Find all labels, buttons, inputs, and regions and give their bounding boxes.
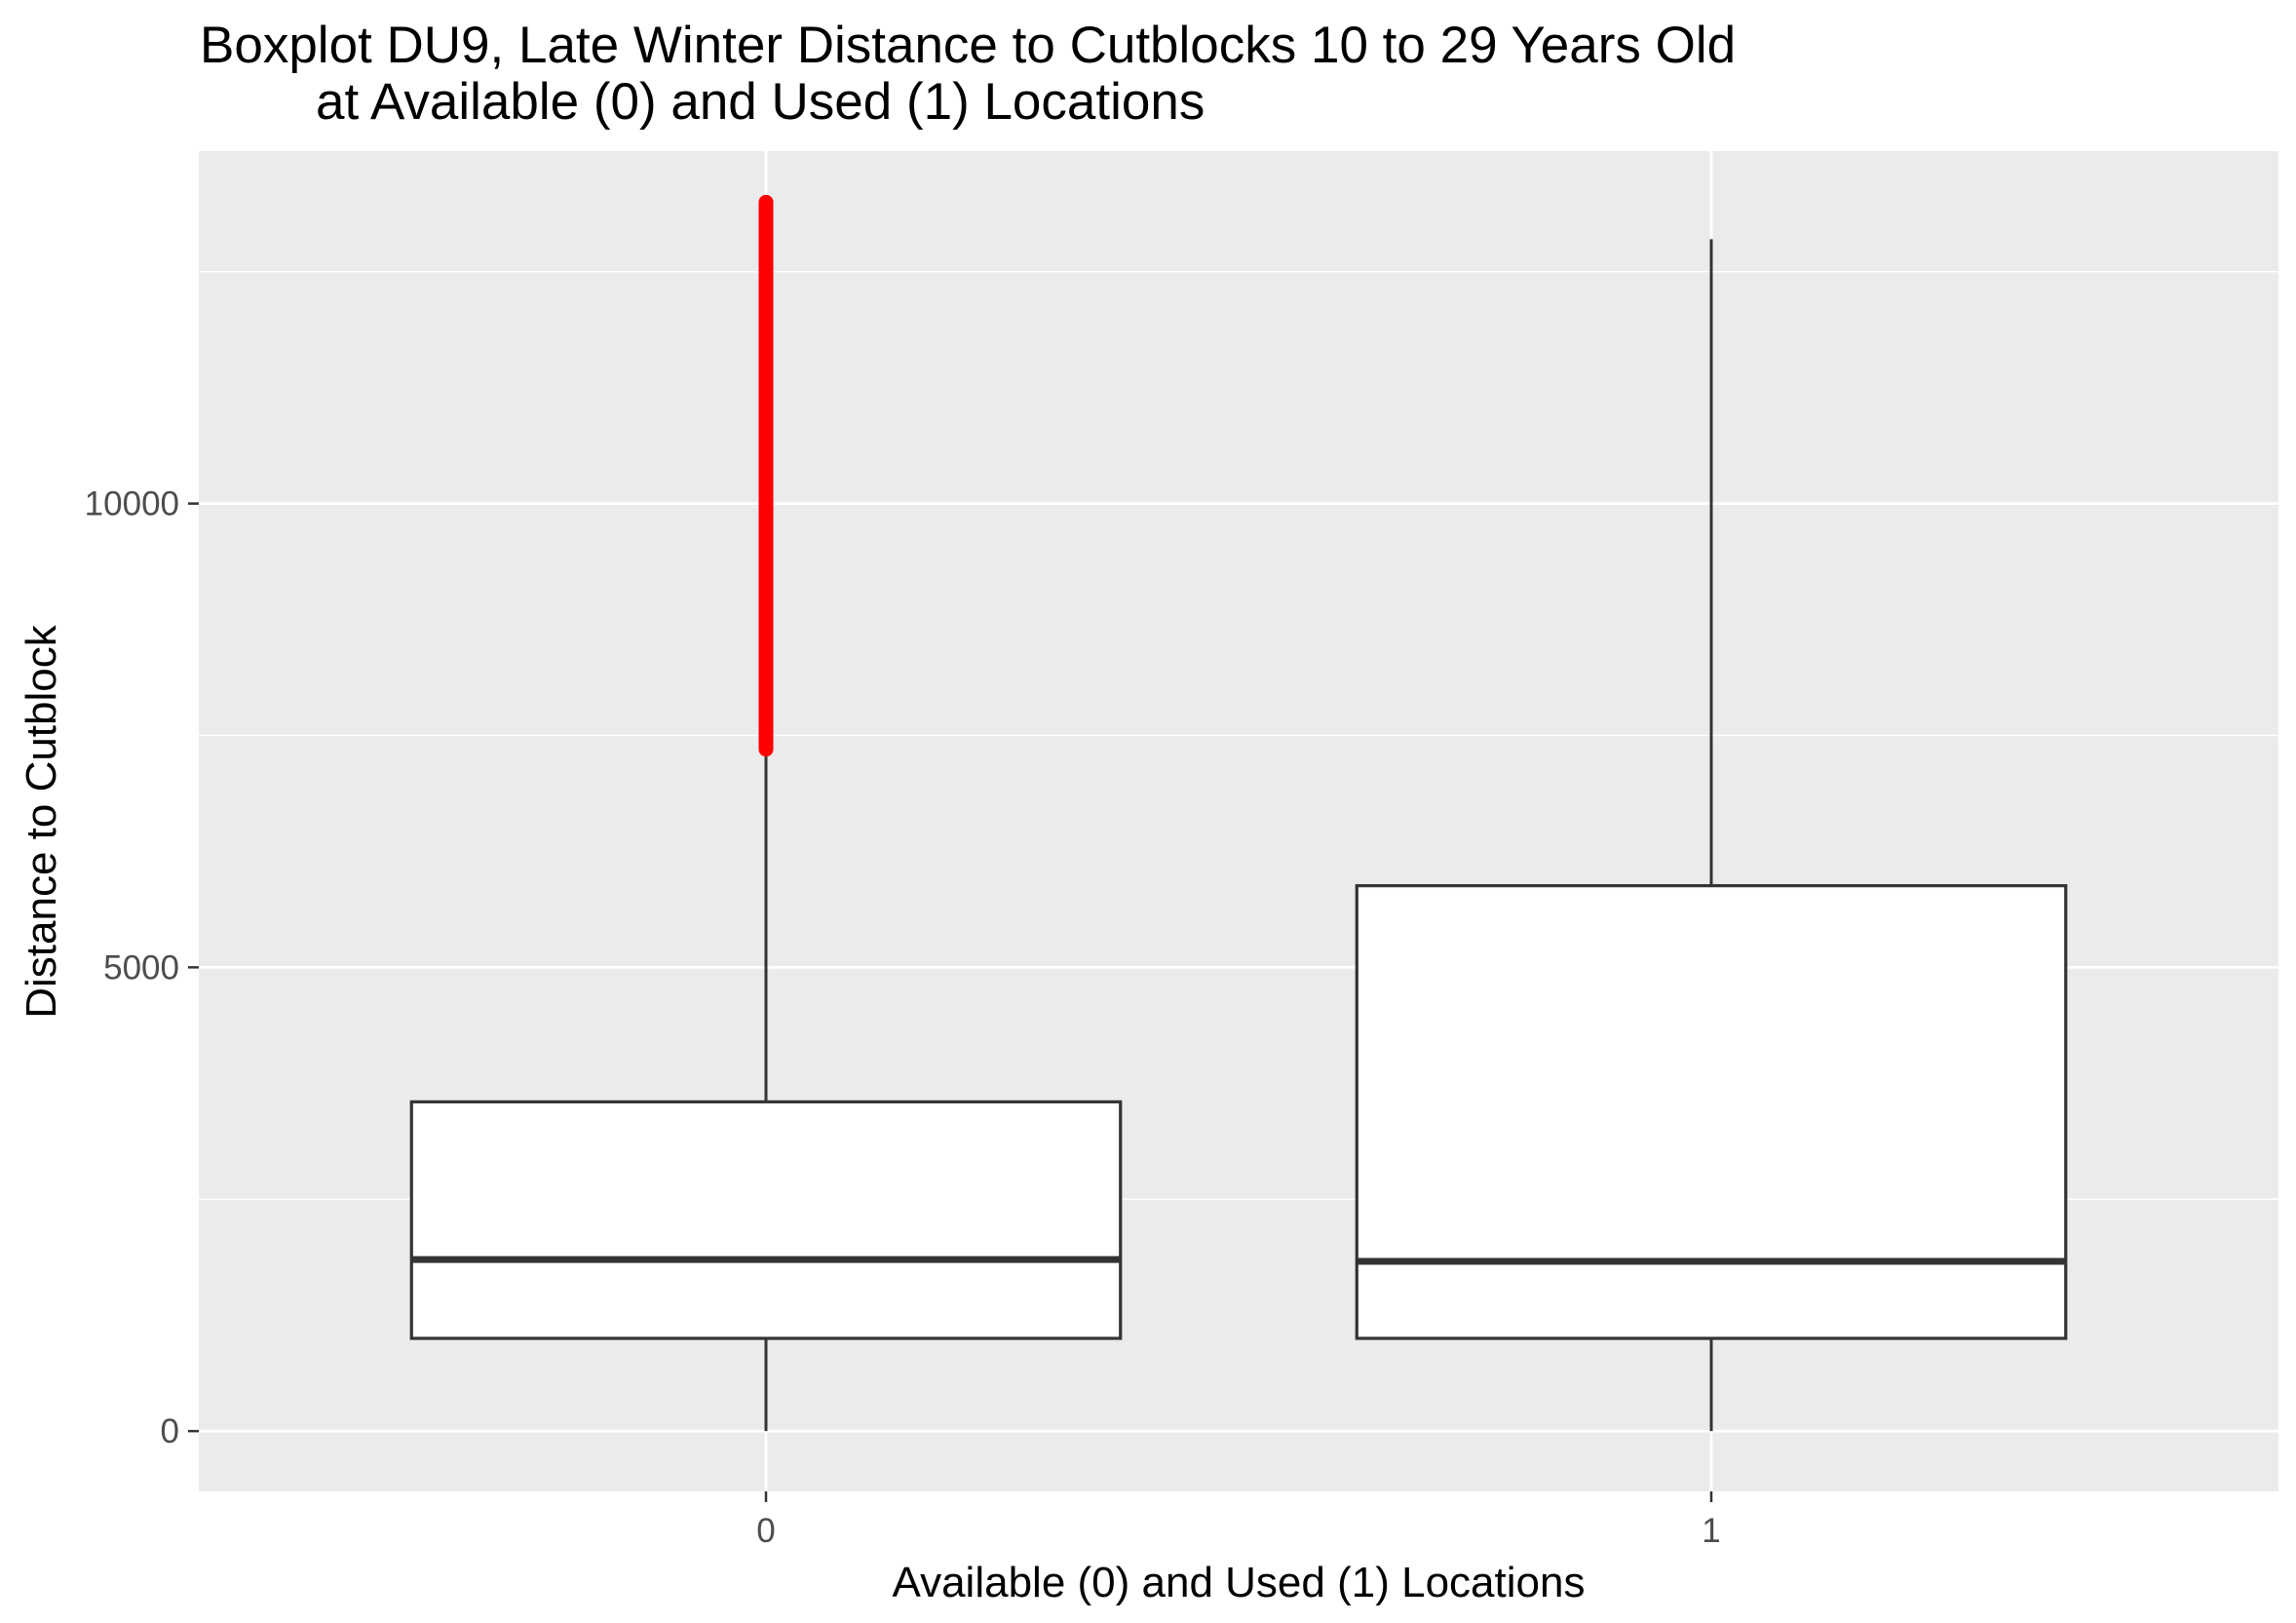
x-axis-title: Available (0) and Used (1) Locations: [893, 1559, 1586, 1606]
box-iqr: [1355, 884, 2068, 1340]
axes: 0 5000 10000 0 1: [85, 485, 1721, 1550]
x-tick-label: 0: [756, 1512, 775, 1550]
chart-title-line-1: Boxplot DU9, Late Winter Distance to Cut…: [200, 17, 1736, 74]
x-tick-label: 1: [1702, 1512, 1720, 1550]
y-tick-label: 10000: [85, 485, 179, 523]
y-tick-label: 5000: [103, 948, 179, 986]
y-axis-title: Distance to Cutblock: [18, 624, 65, 1019]
box-iqr: [409, 1100, 1123, 1340]
chart-title-line-2: at Available (0) and Used (1) Locations: [316, 73, 1205, 131]
y-tick-label: 0: [161, 1412, 179, 1450]
boxes: [409, 194, 2068, 1432]
